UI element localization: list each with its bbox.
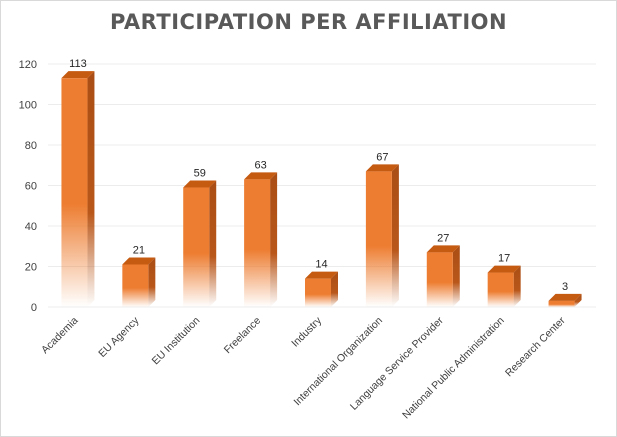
data-label: 3 xyxy=(562,281,568,293)
bar-side xyxy=(452,245,460,307)
x-tick-label: Research Center xyxy=(503,314,568,379)
chart-title: PARTICIPATION PER AFFILIATION xyxy=(109,10,508,34)
x-tick-label: EU Institution xyxy=(150,315,203,368)
bar-top xyxy=(487,265,521,273)
bar xyxy=(183,187,210,307)
data-label: 21 xyxy=(133,244,145,256)
y-tick-label: 0 xyxy=(31,302,37,314)
bar xyxy=(548,300,575,307)
x-tick-label: EU Agency xyxy=(96,314,142,360)
data-label: 27 xyxy=(437,232,449,244)
data-label: 59 xyxy=(194,168,206,180)
bar-top xyxy=(122,257,156,265)
bar xyxy=(426,252,453,307)
bar xyxy=(122,264,149,307)
bar-side xyxy=(331,271,338,307)
data-label: 17 xyxy=(498,253,510,265)
data-label: 67 xyxy=(376,151,388,163)
bar-side xyxy=(513,265,521,307)
bar-top xyxy=(61,71,95,79)
bar-side xyxy=(270,172,278,307)
bar xyxy=(305,278,331,307)
x-tick-label: Freelance xyxy=(222,315,264,357)
bar xyxy=(365,171,392,307)
data-label: 63 xyxy=(254,159,266,171)
bar-top xyxy=(244,172,278,180)
x-tick-label: National Public Administration xyxy=(400,315,507,422)
y-tick-label: 60 xyxy=(25,181,37,193)
x-tick-label: Academia xyxy=(39,315,81,357)
bar-side xyxy=(209,180,217,307)
bar xyxy=(61,78,88,307)
x-tick-label: Industry xyxy=(289,314,324,349)
y-tick-label: 80 xyxy=(25,140,37,152)
bar xyxy=(244,179,271,307)
data-label: 14 xyxy=(315,259,327,271)
bar-side xyxy=(148,257,156,307)
bar-side xyxy=(87,71,95,307)
bar-top xyxy=(183,180,217,188)
data-label: 113 xyxy=(69,58,87,70)
y-tick-label: 20 xyxy=(25,262,37,274)
bar-side xyxy=(574,293,582,307)
bar-top xyxy=(426,245,460,253)
bar xyxy=(487,272,514,307)
bar-top xyxy=(365,164,399,172)
bar-top xyxy=(548,293,582,301)
bar-side xyxy=(391,164,399,307)
y-tick-label: 100 xyxy=(19,100,37,112)
bar-top xyxy=(305,271,338,279)
y-tick-label: 40 xyxy=(25,221,37,233)
y-tick-label: 120 xyxy=(19,59,37,71)
